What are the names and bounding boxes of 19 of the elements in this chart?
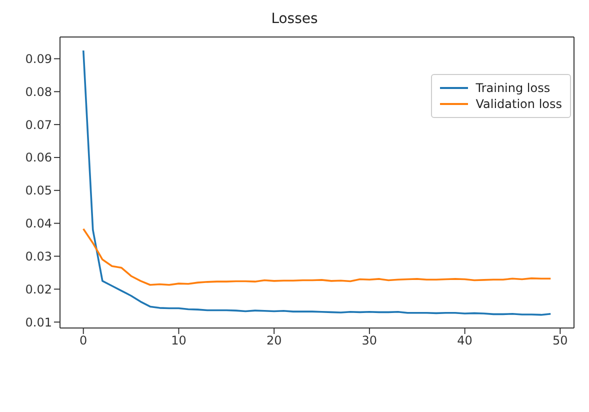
legend-label: Training loss (476, 81, 550, 95)
x-tick-label: 20 (266, 334, 282, 348)
y-tick-label: 0.03 (25, 250, 52, 264)
legend-label: Validation loss (476, 97, 562, 111)
x-tick-label: 40 (457, 334, 472, 348)
y-tick-label: 0.04 (25, 216, 52, 231)
y-tick-label: 0.01 (25, 315, 52, 330)
y-tick-label: 0.07 (25, 118, 52, 132)
y-tick-label: 0.09 (25, 52, 52, 66)
line-series (82, 228, 552, 286)
x-tick-label: 50 (552, 334, 568, 348)
x-tick-label: 10 (171, 334, 186, 348)
chart-title: Losses (270, 10, 319, 29)
y-tick-label: 0.05 (25, 184, 52, 198)
x-tick-label: 0 (80, 334, 88, 348)
y-tick-label: 0.08 (25, 84, 52, 99)
x-tick-label: 30 (362, 334, 378, 348)
y-tick-label: 0.06 (25, 150, 52, 165)
y-tick-label: 0.02 (25, 282, 52, 296)
